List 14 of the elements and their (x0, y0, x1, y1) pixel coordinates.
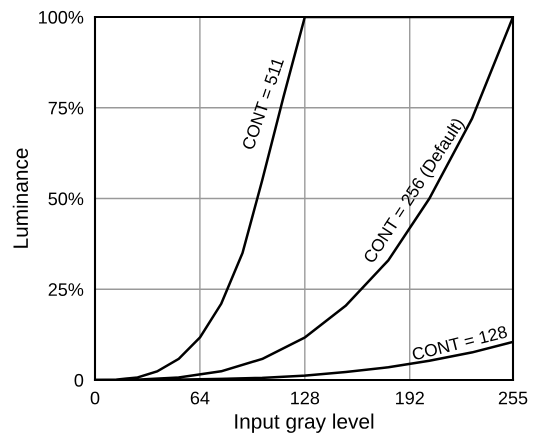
y-tick-label: 50% (48, 192, 84, 206)
x-tick-label: 64 (190, 392, 210, 404)
x-tick-label: 192 (396, 392, 424, 404)
y-tick-label: 100% (39, 10, 84, 24)
y-tick-label: 0 (74, 374, 84, 387)
y-axis-title: Luminance (12, 148, 28, 248)
x-tick-label: 0 (90, 392, 100, 404)
y-tick-label: 75% (48, 102, 84, 114)
text: CONT = 511 (242, 56, 284, 150)
y-tick-label: 25% (48, 283, 84, 296)
text: CONT = 128 (412, 325, 508, 361)
x-tick-label: 128 (291, 392, 320, 404)
x-tick-label: 255 (498, 392, 528, 404)
x-axis-title: Input gray level (235, 414, 374, 433)
